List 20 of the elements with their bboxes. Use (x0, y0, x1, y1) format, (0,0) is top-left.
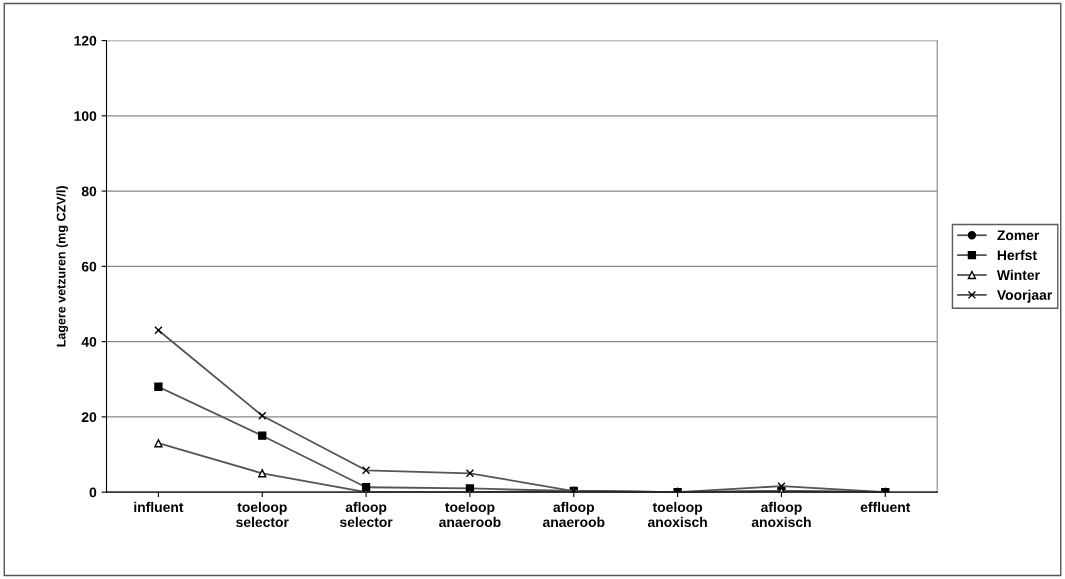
legend-label: Zomer (997, 230, 1040, 241)
y-tick-label: 0 (89, 487, 97, 498)
x-tick-label: afloop anoxisch (751, 501, 811, 528)
legend-label: Winter (996, 269, 1040, 281)
x-tick-label: afloop anaeroob (542, 501, 605, 528)
x-tick-label: effluent (860, 501, 911, 513)
y-axis-title: Lagere vetzuren (mg CZV/l) (56, 186, 69, 347)
y-tick-label: 80 (81, 186, 97, 197)
y-tick-label: 120 (74, 35, 97, 46)
x-tick-label: toeloop anaeroob (439, 501, 501, 528)
y-tick-label: 20 (81, 412, 97, 423)
x-tick-label: toeloop anoxisch (647, 501, 707, 528)
y-tick-label: 40 (81, 336, 97, 347)
legend-label: Herfst (997, 249, 1037, 261)
x-tick-label: afloop selector (339, 501, 393, 528)
x-tick-label: influent (134, 501, 184, 513)
y-tick-label: 100 (74, 111, 97, 121)
x-tick-label: toeloop selector (236, 501, 289, 528)
y-tick-label: 60 (81, 261, 97, 272)
legend-label: Voorjaar (996, 289, 1053, 303)
